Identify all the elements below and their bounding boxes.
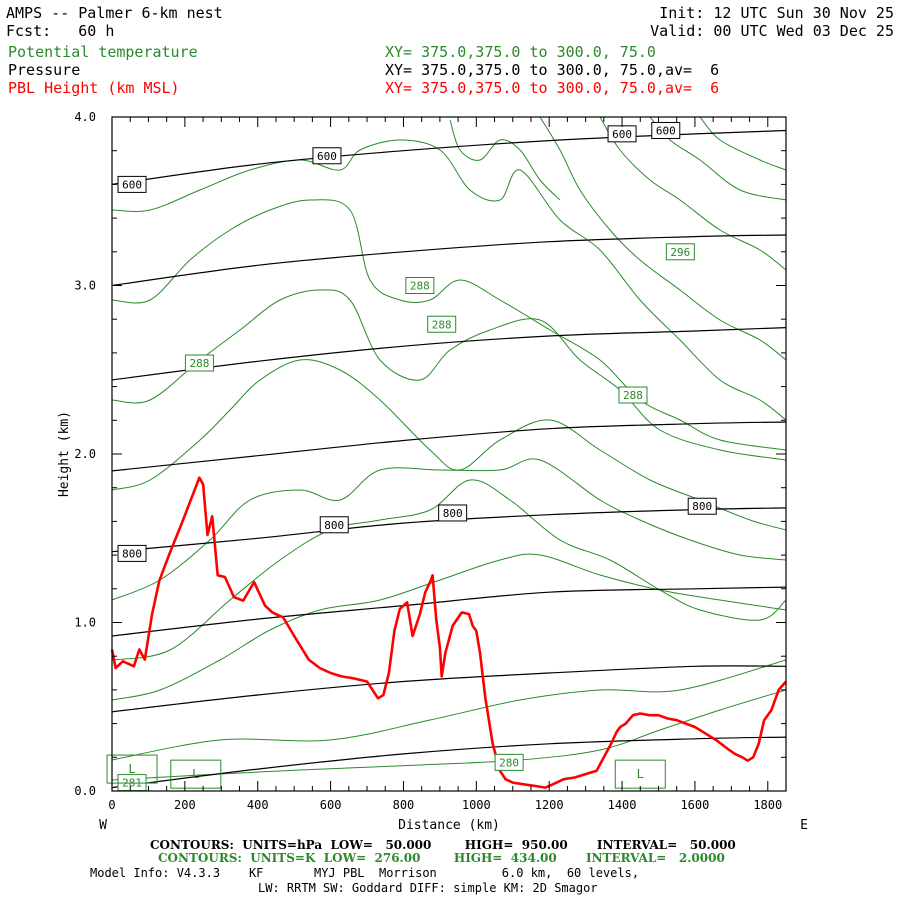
x-tick-label: 600 [320,798,342,812]
plot-frame [111,116,787,792]
theta-label: 288 [410,280,430,293]
legend-theta-xy: XY= 375.0,375.0 to 300.0, 75.0 [385,43,656,61]
west-label: W [99,818,107,833]
x-tick-label: 800 [393,798,415,812]
theta-label-box [405,277,435,294]
legend-pressure: Pressure [8,61,81,79]
legend-pbl: PBL Height (km MSL) [8,79,180,97]
theta-contour-line [112,359,786,531]
y-tick-label: 1.0 [74,616,96,630]
x-tick-label: 200 [174,798,196,812]
theta-label-box [618,386,648,404]
x-tick-label: 0 [108,798,115,812]
y-tick-label: 0.0 [74,784,96,798]
theta-contour-line [599,117,786,271]
pressure-contour-info: CONTOURS: UNITS=hPa LOW= 50.000 HIGH= 95… [150,838,736,852]
pressure-label-box [312,147,342,165]
pressure-label: 800 [443,507,463,520]
pressure-label: 600 [612,128,632,141]
theta-label-box [427,315,457,333]
low-marker-box [170,759,222,789]
theta-label: 288 [432,318,452,331]
pressure-label: 600 [122,178,142,191]
axes: 0 200 400 600 800 1000 1200 1400 1600 1800 0.0 1.0 2… [57,110,808,833]
theta-contour-info: CONTOURS: UNITS=K LOW= 276.00 HIGH= 434.… [158,851,725,865]
x-tick-label: 1400 [608,798,637,812]
pressure-contour-700 [112,327,786,381]
y-tick-label: 2.0 [74,447,96,461]
model-info: Model Info: V4.3.3 KF MYJ PBL Morrison 6… [90,866,640,880]
pressure-label-box [117,544,147,562]
pressure-label-box [438,504,468,522]
legend-pressure-xy: XY= 375.0,375.0 to 300.0, 75.0,av= 6 [385,61,720,79]
theta-contour-line [112,689,786,781]
pressure-contour-900 [112,665,786,713]
x-tick-label: 1800 [753,798,782,812]
theta-label: 280 [499,756,519,769]
low-marker-box [106,754,158,784]
chart-title: AMPS -- Palmer 6-km nest [6,4,223,22]
theta-label-box [665,243,695,261]
pressure-label: 600 [317,150,337,163]
pressure-label-box [319,516,349,534]
pressure-label: 800 [692,500,712,513]
pressure-label: 800 [122,547,142,560]
legend-theta: Potential temperature [8,43,198,61]
x-tick-label: 1200 [535,798,564,812]
pressure-label: 800 [324,519,344,532]
theta-contours [112,117,786,781]
theta-label-box [494,753,524,771]
theta-contour-line [112,659,786,761]
theta-contour-line [539,117,786,361]
pressure-contour-650 [112,234,786,287]
pbl-height-line [110,476,787,789]
theta-label: 296 [670,246,690,259]
init-time: Init: 12 UTC Sun 30 Nov 25 [659,4,894,22]
east-label: E [800,818,808,833]
pressure-label-box [651,121,681,139]
pressure-label-box [687,497,717,515]
theta-label: 288 [623,389,643,402]
theta-contour-line [699,117,786,171]
theta-contour-line [112,458,786,601]
x-tick-label: 1600 [680,798,709,812]
theta-contour-line [112,199,786,451]
pressure-contour-950 [112,736,786,789]
model-info-2: LW: RRTM SW: Goddard DIFF: simple KM: 2D… [258,881,598,895]
low-marker: L [128,762,135,776]
theta-contour-line [449,119,561,201]
theta-contour-line [112,139,786,421]
low-marker: L [192,767,199,781]
low-marker: L [637,767,644,781]
pbl-series [110,476,787,789]
legend-pbl-xy: XY= 375.0,375.0 to 300.0, 75.0,av= 6 [385,79,720,97]
y-tick-label: 4.0 [74,110,96,124]
contour-labels: 600 600 600 600 800 800 800 800 288 288 288 288 296 2… [106,121,717,792]
y-tick-label: 3.0 [74,279,96,293]
valid-time: Valid: 00 UTC Wed 03 Dec 25 [650,22,894,40]
pressure-label: 600 [656,124,676,137]
theta-contour-line [112,289,786,461]
theta-label-box [184,354,214,372]
x-tick-label: 400 [247,798,269,812]
x-tick-label: 1000 [462,798,491,812]
pressure-label-box [117,175,147,193]
theta-contour-line [112,479,786,661]
y-axis-label: Height (km) [57,411,72,497]
theta-label: 288 [190,357,210,370]
pressure-contour-850 [112,586,786,637]
forecast-hour: Fcst: 60 h [6,22,115,40]
pressure-contour-750 [112,421,786,472]
x-axis-label: Distance (km) [398,818,500,833]
pressure-contour-600 [112,129,786,185]
